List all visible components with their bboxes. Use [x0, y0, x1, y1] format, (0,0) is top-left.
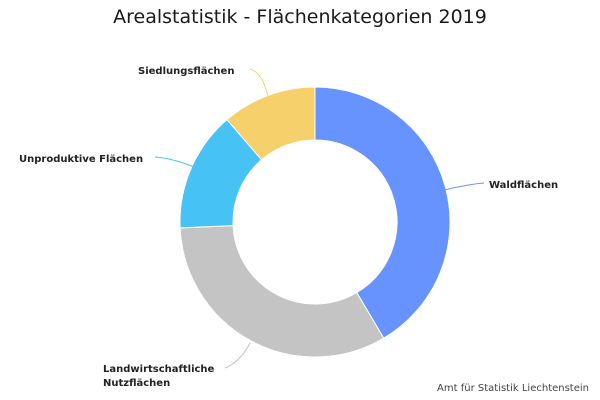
slice-1[interactable] — [179, 225, 385, 358]
slice-label-2: Unproduktive Flächen — [19, 154, 143, 165]
connector-0 — [443, 182, 485, 191]
slice-label-1: Landwirtschaftliche Nutzflächen — [103, 364, 215, 389]
source-credit: Amt für Statistik Liechtenstein — [437, 383, 589, 394]
slice-label-0: Waldflächen — [489, 180, 558, 191]
slice-0[interactable] — [314, 86, 451, 339]
chart-title: Arealstatistik - Flächenkategorien 2019 — [113, 6, 487, 28]
slice-label-3: Siedlungsflächen — [138, 66, 234, 77]
connector-1 — [224, 342, 251, 369]
slice-3[interactable] — [226, 86, 316, 161]
connector-3 — [249, 68, 269, 97]
connector-2 — [154, 156, 198, 169]
